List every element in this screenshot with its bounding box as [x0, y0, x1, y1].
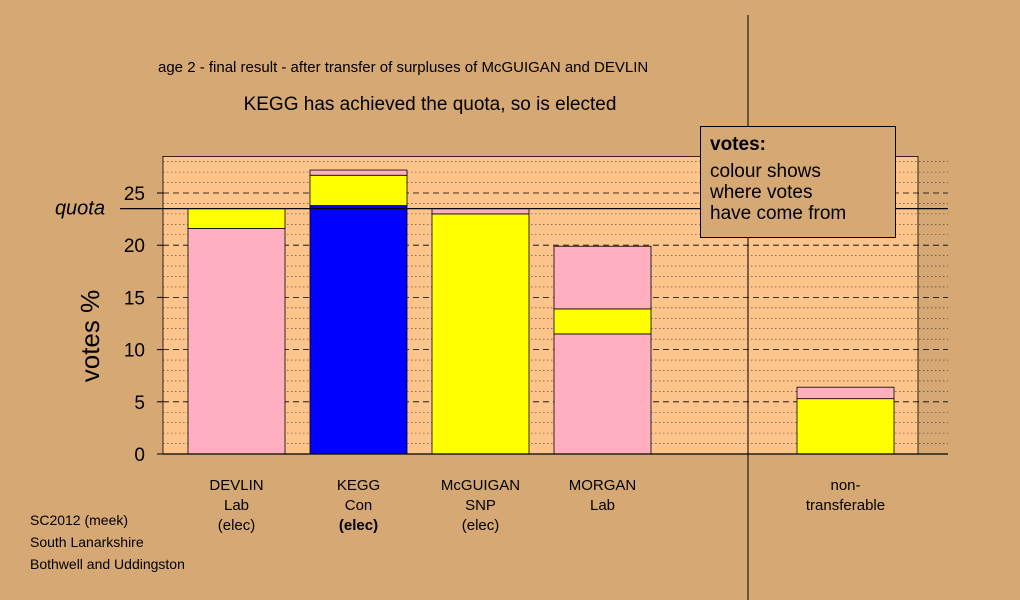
category-label-4-1: transferable: [806, 497, 885, 514]
legend-text: colour shows where votes have come from: [710, 161, 847, 224]
legend-title: votes:: [710, 134, 766, 155]
y-tick-label-3: 15: [124, 288, 145, 309]
bar-segment-3-8: [553, 308, 652, 335]
bar-segment-1-3: [309, 174, 408, 206]
category-label-0-1: Lab: [224, 497, 249, 514]
bar-segment-1-4: [309, 169, 408, 176]
bar-segment-0-1: [187, 208, 286, 229]
footer: SC2012 (meek) South Lanarkshire Bothwell…: [30, 509, 185, 575]
bar-segment-3-9: [553, 245, 652, 310]
legend-box: votes: colour shows where votes have com…: [700, 126, 896, 238]
category-label-0-2: (elec): [218, 517, 256, 534]
category-label-1-1: Con: [345, 497, 373, 514]
bar-segment-4-11: [796, 386, 895, 400]
category-label-2-1: SNP: [465, 497, 496, 514]
bar-segment-4-10: [796, 398, 895, 455]
footer-line-2: South Lanarkshire: [30, 534, 144, 550]
category-label-1-0: KEGG: [337, 477, 380, 494]
category-label-3-0: MORGAN: [569, 477, 637, 494]
quota-label: quota: [55, 198, 105, 220]
bar-segment-2-6: [431, 208, 530, 215]
category-label-1-2: (elec): [339, 517, 378, 534]
y-tick-label-5: 25: [124, 184, 145, 205]
footer-line-1: SC2012 (meek): [30, 512, 129, 528]
chart-subtitle: KEGG has achieved the quota, so is elect…: [244, 94, 617, 115]
category-label-2-2: (elec): [462, 517, 500, 534]
chart-title: age 2 - final result - after transfer of…: [158, 59, 648, 76]
bar-segment-3-7: [553, 333, 652, 455]
category-label-4-0: non-: [830, 477, 860, 494]
y-axis-label: votes %: [75, 290, 105, 383]
category-label-2-0: McGUIGAN: [441, 477, 520, 494]
category-label-3-1: Lab: [590, 497, 615, 514]
footer-line-3: Bothwell and Uddingston: [30, 556, 185, 572]
category-label-0-0: DEVLIN: [209, 477, 263, 494]
y-tick-label-2: 10: [124, 341, 145, 362]
y-tick-label-0: 0: [134, 445, 145, 466]
bar-segment-1-2: [309, 205, 408, 455]
y-tick-label-1: 5: [134, 393, 145, 414]
bar-segment-2-5: [431, 213, 530, 455]
bar-segment-0-0: [187, 228, 286, 455]
y-tick-label-4: 20: [124, 236, 145, 257]
